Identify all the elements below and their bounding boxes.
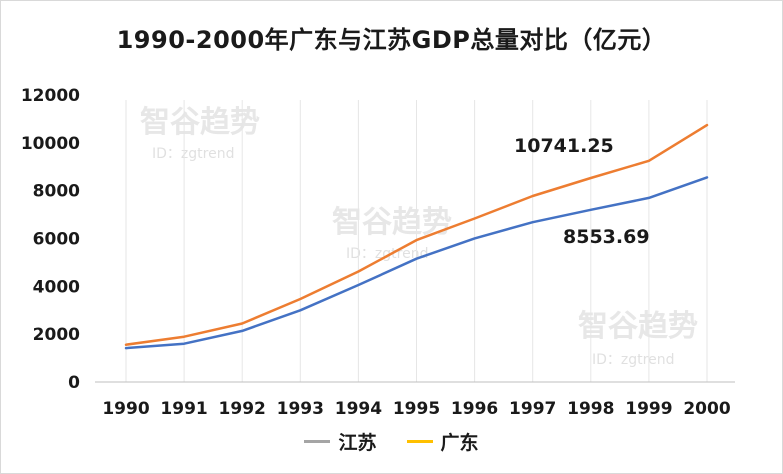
data-label-jiangsu-2000: 8553.69 xyxy=(563,226,650,248)
x-tick-1998: 1998 xyxy=(567,399,614,419)
y-tick-10000: 10000 xyxy=(21,134,80,154)
x-tick-1993: 1993 xyxy=(277,399,324,419)
watermark-sub: ID：zgtrend xyxy=(346,246,428,262)
legend-item-guangdong: 广东 xyxy=(406,428,479,455)
legend-label: 广东 xyxy=(440,432,479,454)
series-line-guangdong xyxy=(124,123,709,346)
y-tick-4000: 4000 xyxy=(33,277,80,297)
x-tick-1991: 1991 xyxy=(160,399,207,419)
x-tick-1996: 1996 xyxy=(451,399,498,419)
x-tick-1995: 1995 xyxy=(393,399,440,419)
watermarks: 智谷趋势 ID：zgtrend 智谷趋势 ID：zgtrend 智谷趋势 ID：… xyxy=(140,105,698,368)
data-label-guangdong-2000: 10741.25 xyxy=(514,135,614,157)
x-tick-1997: 1997 xyxy=(509,399,556,419)
chart-title: 1990-2000年广东与江苏GDP总量对比（亿元） xyxy=(116,26,667,54)
data-labels: 10741.25 8553.69 xyxy=(514,135,650,248)
x-axis-ticks: 1990 1991 1992 1993 1994 1995 1996 1997 1998 1999… xyxy=(102,399,730,419)
y-axis-ticks: 0 2000 4000 6000 8000 10000 12000 xyxy=(21,86,80,393)
legend-swatch xyxy=(304,440,331,443)
series-line-jiangsu xyxy=(124,176,709,350)
legend-label: 江苏 xyxy=(338,432,377,454)
legend-item-jiangsu: 江苏 xyxy=(304,428,377,455)
gridlines xyxy=(125,100,708,382)
x-tick-1999: 1999 xyxy=(625,399,672,419)
y-tick-2000: 2000 xyxy=(33,325,80,345)
y-tick-0: 0 xyxy=(68,373,80,393)
series-lines xyxy=(124,123,709,350)
x-tick-1990: 1990 xyxy=(102,399,149,419)
x-tick-1994: 1994 xyxy=(335,399,382,419)
watermark-sub: ID：zgtrend xyxy=(152,146,234,162)
legend: 江苏 广东 xyxy=(0,428,783,455)
x-tick-1992: 1992 xyxy=(219,399,266,419)
watermark-sub: ID：zgtrend xyxy=(592,352,674,368)
y-tick-6000: 6000 xyxy=(33,230,80,250)
y-tick-8000: 8000 xyxy=(33,182,80,202)
y-tick-12000: 12000 xyxy=(21,86,80,106)
legend-swatch xyxy=(406,440,433,443)
watermark-text: 智谷趋势 xyxy=(140,105,260,140)
watermark-text: 智谷趋势 xyxy=(578,309,698,344)
x-tick-2000: 2000 xyxy=(683,399,730,419)
